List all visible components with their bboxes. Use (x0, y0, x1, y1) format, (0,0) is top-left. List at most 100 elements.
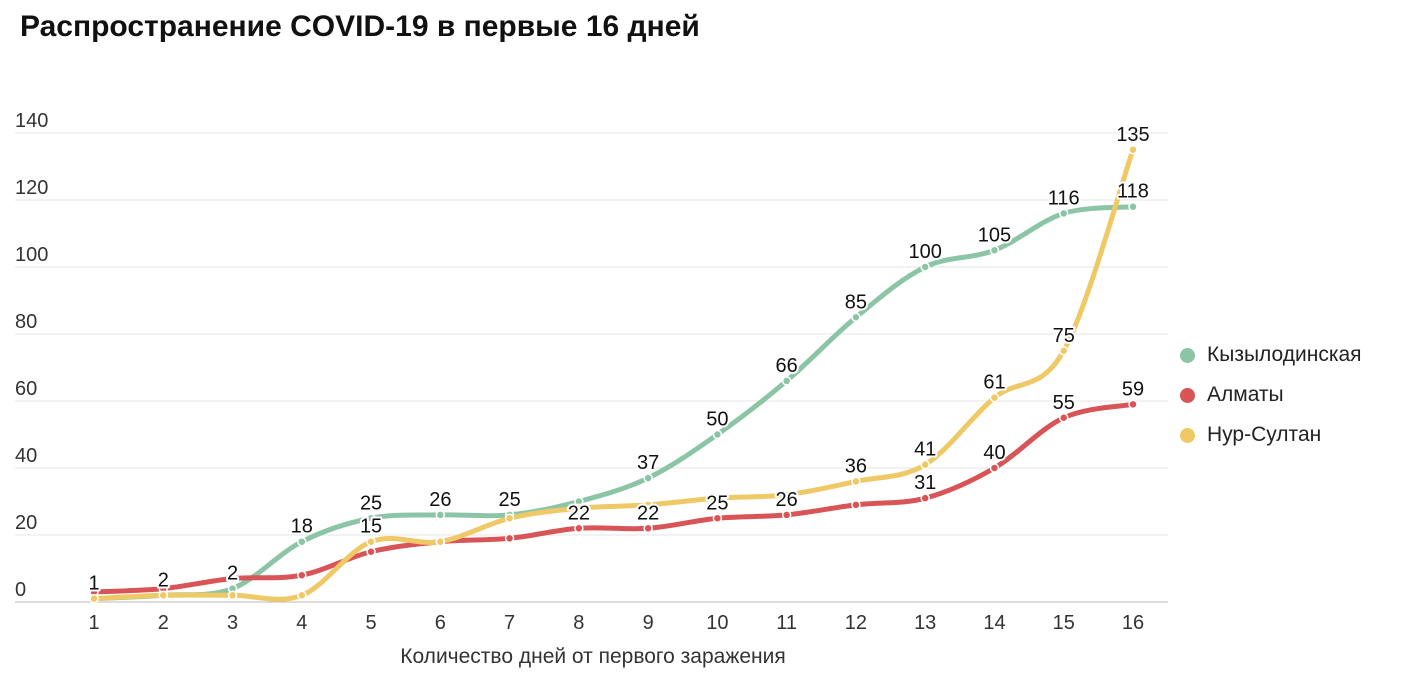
data-point (989, 392, 1000, 403)
data-point (851, 312, 861, 322)
data-label: 55 (1053, 392, 1075, 414)
data-label: 41 (914, 439, 936, 461)
data-label: 40 (983, 442, 1005, 464)
data-point (643, 500, 653, 510)
data-point (158, 590, 169, 601)
data-point (297, 570, 307, 580)
data-point (89, 593, 99, 604)
y-tick-label: 20 (15, 512, 37, 534)
data-point (712, 513, 723, 523)
legend-label: Кызылодинская (1207, 343, 1362, 366)
data-point (643, 523, 653, 534)
data-label: 25 (498, 489, 520, 511)
data-point (574, 523, 584, 534)
x-tick-label: 14 (983, 612, 1005, 634)
data-label: 50 (706, 409, 728, 431)
data-point (712, 493, 723, 503)
data-label: 100 (909, 241, 942, 263)
data-point (989, 245, 1000, 255)
data-point (989, 463, 1000, 473)
y-tick-label: 60 (15, 378, 37, 400)
data-point (1058, 208, 1069, 219)
legend: Кызылодинская Алматы Нур-Султан (1180, 335, 1362, 455)
data-label: 15 (360, 516, 382, 538)
data-point (781, 490, 792, 500)
data-point (227, 573, 238, 584)
data-label: 18 (291, 516, 313, 538)
data-label: 2 (158, 569, 169, 591)
y-tick-label: 140 (15, 110, 48, 132)
data-label: 25 (360, 492, 382, 514)
x-tick-label: 4 (296, 612, 307, 634)
data-label: 75 (1053, 325, 1075, 347)
legend-item: Кызылодинская (1180, 335, 1362, 375)
x-tick-label: 9 (643, 612, 654, 634)
series-line (91, 147, 1136, 602)
data-point (227, 590, 238, 601)
data-point (1058, 413, 1069, 423)
x-tick-label: 16 (1122, 612, 1144, 634)
x-axis-ticks: 1 2 3 4 5 6 7 8 9 10 11 12 13 14 15 16 (88, 612, 1144, 634)
data-point (920, 262, 930, 272)
data-label: 2 (227, 563, 238, 585)
data-point (366, 513, 376, 523)
legend-item: Алматы (1180, 375, 1362, 415)
data-label: 36 (845, 455, 867, 477)
data-point (920, 459, 930, 470)
chart-title: Распространение COVID-19 в первые 16 дне… (20, 10, 700, 43)
data-label: 26 (776, 489, 798, 511)
x-tick-label: 10 (706, 612, 728, 634)
x-axis-label: Количество дней от первого заражения (400, 645, 786, 668)
data-label: 25 (706, 492, 728, 514)
series-lines (91, 147, 1136, 602)
x-tick-label: 6 (435, 612, 446, 634)
data-point (1128, 201, 1138, 212)
x-tick-label: 5 (366, 612, 377, 634)
data-label: 116 (1048, 187, 1080, 209)
data-point (1128, 399, 1138, 410)
data-label: 22 (637, 502, 659, 524)
data-point (643, 473, 653, 483)
data-point (504, 533, 515, 544)
y-tick-label: 0 (15, 579, 26, 601)
data-point (851, 500, 861, 510)
data-label: 105 (978, 224, 1011, 246)
gridlines (15, 132, 1168, 603)
x-tick-label: 1 (88, 612, 99, 634)
legend-swatch (1180, 427, 1195, 443)
series-points (89, 145, 1138, 604)
data-point (366, 536, 376, 547)
data-point (366, 547, 376, 557)
x-tick-label: 3 (227, 612, 238, 634)
data-point (574, 503, 584, 513)
y-tick-label: 120 (15, 177, 48, 199)
x-tick-label: 11 (776, 612, 797, 634)
data-label: 135 (1116, 124, 1149, 146)
data-point (1128, 145, 1138, 155)
data-point (851, 476, 861, 487)
legend-swatch (1180, 347, 1195, 363)
y-tick-label: 40 (15, 445, 37, 467)
legend-label: Алматы (1207, 383, 1284, 406)
x-tick-label: 7 (504, 612, 515, 634)
data-label: 26 (429, 489, 451, 511)
data-point (435, 536, 446, 547)
data-label: 31 (914, 472, 936, 494)
data-label: 66 (776, 355, 798, 377)
x-tick-label: 13 (914, 612, 936, 634)
data-label: 1 (88, 573, 99, 595)
data-point (297, 536, 307, 547)
x-tick-label: 15 (1053, 612, 1075, 634)
data-point (504, 513, 515, 523)
data-point (1058, 346, 1069, 356)
data-label: 85 (845, 291, 867, 313)
data-point (297, 590, 307, 601)
data-label: 37 (637, 452, 659, 474)
data-label: 22 (568, 502, 590, 524)
legend-label: Нур-Султан (1207, 423, 1322, 446)
y-tick-label: 80 (15, 311, 37, 333)
y-tick-label: 100 (15, 244, 48, 266)
data-point (781, 376, 792, 386)
